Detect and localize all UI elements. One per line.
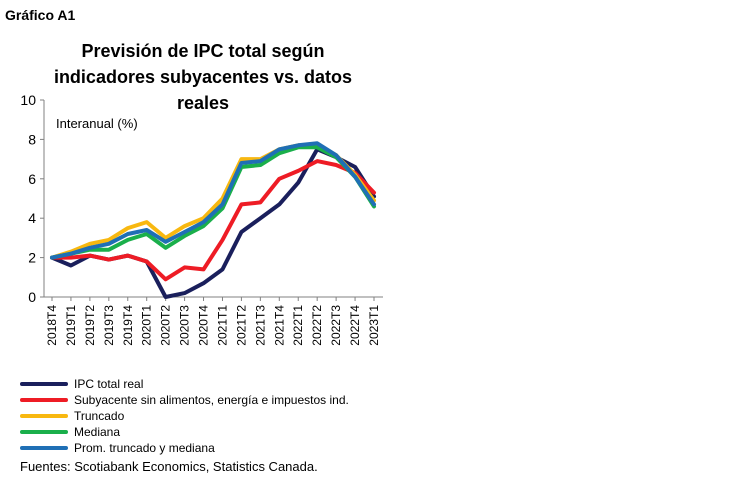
legend-swatch (20, 430, 68, 434)
legend-label: IPC total real (74, 377, 144, 391)
y-tick-label: 6 (28, 171, 36, 187)
y-tick-label: 10 (20, 92, 36, 108)
x-tick-label: 2022T1 (291, 305, 305, 346)
chart-series-lines (50, 141, 376, 299)
y-tick-label: 8 (28, 131, 36, 147)
x-tick-label: 2021T2 (234, 305, 248, 346)
series-line-5 (50, 141, 376, 260)
legend-swatch (20, 398, 68, 402)
x-tick-label: 2018T4 (45, 305, 59, 346)
x-tick-label: 2019T3 (102, 305, 116, 346)
y-tick-label: 0 (28, 289, 36, 305)
x-tick-label: 2022T3 (329, 305, 343, 346)
legend-swatch (20, 382, 68, 386)
y-tick-label: 4 (28, 210, 36, 226)
x-tick-label: 2022T2 (310, 305, 324, 346)
source-note: Fuentes: Scotiabank Economics, Statistic… (20, 459, 318, 474)
page-label: Gráfico A1 (5, 7, 76, 23)
chart-title: Previsión de IPC total según indicadores… (53, 41, 353, 113)
legend-label: Subyacente sin alimentos, energía e impu… (74, 393, 349, 407)
legend-swatch (20, 414, 68, 418)
x-tick-label: 2020T3 (178, 305, 192, 346)
x-tick-label: 2020T1 (140, 305, 154, 346)
chart-axes: 0 2 4 6 8 10 2018T4 2019T1 2019T2 2019T3 2019T4 202… (20, 92, 383, 346)
x-tick-label: 2019T1 (64, 305, 78, 346)
x-tick-label: 2019T4 (121, 305, 135, 346)
x-tick-label: 2021T3 (253, 305, 267, 346)
series-line-4 (50, 145, 376, 260)
legend-swatch (20, 446, 68, 450)
legend-label: Mediana (74, 425, 121, 439)
legend-label: Prom. truncado y mediana (74, 441, 215, 455)
series-line-1 (50, 147, 376, 299)
x-tick-label: 2022T4 (348, 305, 362, 346)
y-tick-label: 2 (28, 250, 36, 266)
series-line-2 (50, 159, 376, 282)
y-axis-label: Interanual (%) (56, 116, 138, 131)
x-tick-label: 2020T2 (159, 305, 173, 346)
x-tick-label: 2020T4 (197, 305, 211, 346)
x-tick-label: 2021T4 (272, 305, 286, 346)
legend-label: Truncado (74, 409, 125, 423)
x-tick-label: 2023T1 (367, 305, 381, 346)
x-tick-label: 2019T2 (83, 305, 97, 346)
x-tick-label: 2021T1 (215, 305, 229, 346)
